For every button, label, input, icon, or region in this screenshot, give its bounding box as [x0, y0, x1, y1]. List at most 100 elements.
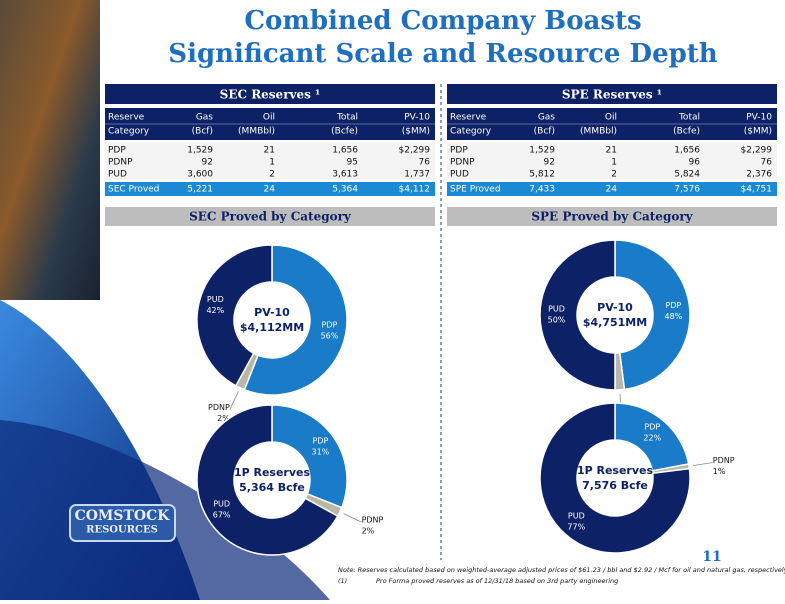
- column-header: Oil: [263, 113, 275, 123]
- logo-text: COMSTOCK: [75, 508, 171, 524]
- table-title: SEC Reserves ¹: [220, 88, 321, 102]
- slice-category: PDP: [312, 437, 328, 446]
- table-title: SPE Reserves ¹: [562, 88, 662, 102]
- total-cell: 24: [606, 185, 618, 195]
- slice-label: 22%: [643, 433, 661, 442]
- slice-category: PDNP: [362, 516, 384, 525]
- column-header: ($MM): [402, 127, 430, 137]
- table-cell: PDP: [108, 146, 126, 156]
- donut-slice: [243, 244, 348, 396]
- column-header: (Bcfe): [673, 127, 700, 137]
- slice-category: PDP: [322, 320, 338, 329]
- table-cell: 1,737: [404, 170, 430, 180]
- column-header: (MMBbl): [580, 127, 617, 137]
- table-cell: 95: [347, 158, 358, 168]
- slice-label: 50%: [548, 316, 566, 325]
- table-cell: PUD: [108, 170, 127, 180]
- slice-category: PDP: [644, 422, 660, 431]
- table-body-bg: [447, 142, 777, 180]
- table-cell: PDNP: [450, 158, 475, 168]
- total-cell: $4,112: [399, 185, 431, 195]
- column-header: Gas: [538, 113, 555, 123]
- section-bar: [447, 207, 777, 226]
- column-header: Reserve: [450, 113, 487, 123]
- section-title: SPE Proved by Category: [531, 210, 693, 224]
- slice-category: PUD: [568, 511, 585, 520]
- column-header: PV-10: [404, 113, 430, 123]
- total-cell: 5,364: [332, 185, 358, 195]
- footnote: (1): [338, 577, 347, 585]
- slice-label: 48%: [664, 312, 682, 321]
- logo-box: [69, 504, 176, 542]
- slice-label: 77%: [567, 522, 585, 531]
- center-label: PV-10: [254, 306, 290, 319]
- donut-center: [578, 278, 652, 352]
- title: Combined Company Boasts: [244, 6, 641, 36]
- slice-label: 2%: [362, 527, 375, 536]
- column-header: ($MM): [744, 127, 772, 137]
- table-cell: 2: [269, 170, 275, 180]
- donut-center: [235, 283, 309, 357]
- donut-slice: [271, 404, 348, 509]
- column-header: Category: [450, 127, 492, 137]
- table-title-bar: [105, 84, 435, 104]
- table-cell: 1,529: [529, 146, 555, 156]
- photo-collage: [0, 0, 100, 300]
- slice-label: 1%: [713, 467, 726, 476]
- column-header: (Bcfe): [331, 127, 358, 137]
- center-label: 1P Reserves: [577, 464, 654, 477]
- total-cell: SPE Proved: [450, 185, 501, 195]
- column-header: Reserve: [108, 113, 145, 123]
- center-label: $4,112MM: [240, 321, 304, 334]
- table-cell: 92: [544, 158, 555, 168]
- table-cell: 21: [606, 146, 617, 156]
- table-cell: 5,824: [674, 170, 700, 180]
- total-cell: 7,433: [529, 185, 555, 195]
- table-cell: 1: [611, 158, 617, 168]
- center-label: PV-10: [597, 301, 633, 314]
- column-header: (Bcf): [192, 127, 213, 137]
- column-header: Oil: [605, 113, 617, 123]
- total-row-bg: [105, 182, 435, 196]
- table-cell: 2: [611, 170, 617, 180]
- table-cell: PUD: [450, 170, 469, 180]
- donut-slice: [614, 239, 691, 391]
- table-cell: 5,812: [529, 170, 555, 180]
- footnote: Pro Forma proved reserves as of 12/31/18…: [376, 577, 618, 585]
- total-cell: SEC Proved: [108, 185, 159, 195]
- table-cell: 1,529: [187, 146, 213, 156]
- section-title: SEC Proved by Category: [189, 210, 352, 224]
- table-cell: 2,376: [746, 170, 772, 180]
- slice-label: 2%: [217, 414, 230, 423]
- table-cell: 3,613: [332, 170, 358, 180]
- table-cell: 96: [689, 158, 701, 168]
- table-body-bg: [105, 142, 435, 180]
- column-header: Total: [678, 113, 700, 123]
- total-cell: $4,751: [741, 185, 773, 195]
- column-header: Gas: [196, 113, 213, 123]
- table-cell: 3,600: [187, 170, 213, 180]
- table-cell: $2,299: [399, 146, 431, 156]
- column-header: Category: [108, 127, 150, 137]
- slice-label: 67%: [213, 510, 231, 519]
- table-cell: 76: [419, 158, 431, 168]
- total-cell: 7,576: [674, 185, 700, 195]
- page-number: 11: [702, 549, 721, 565]
- total-row-bg: [447, 182, 777, 196]
- center-label: $4,751MM: [583, 316, 647, 329]
- slice-label: 56%: [321, 331, 339, 340]
- table-cell: PDP: [450, 146, 468, 156]
- slice-category: PDNP: [208, 403, 230, 412]
- total-cell: 5,221: [187, 185, 213, 195]
- slice-category: PDNP: [713, 456, 735, 465]
- slice-category: PDP: [665, 301, 681, 310]
- slice-label: 31%: [311, 448, 329, 457]
- table-cell: $2,299: [741, 146, 773, 156]
- table-cell: 92: [202, 158, 213, 168]
- slice-label: 42%: [206, 306, 224, 315]
- table-cell: 1: [269, 158, 275, 168]
- leader-line: [692, 462, 713, 467]
- donut-slice: [539, 239, 616, 391]
